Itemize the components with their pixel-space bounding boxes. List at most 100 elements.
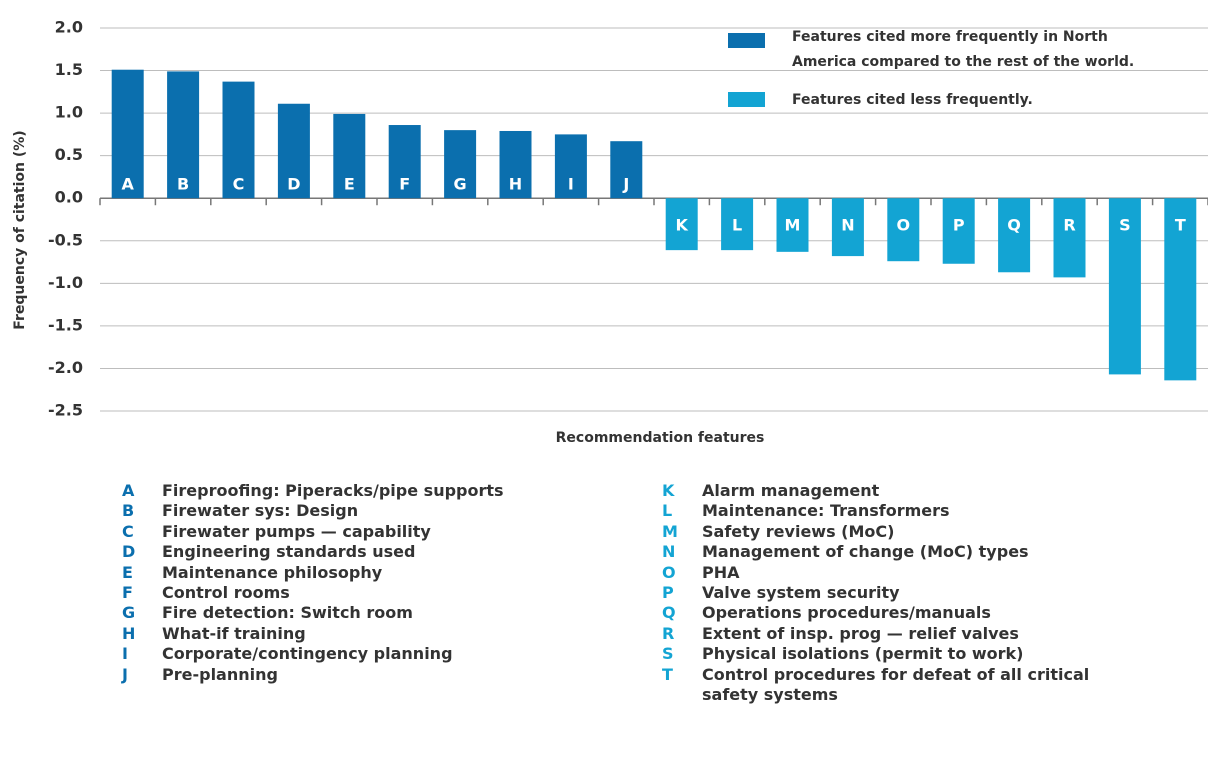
bar [776, 198, 809, 252]
category-label: F [399, 175, 410, 194]
category-label: S [1119, 216, 1131, 235]
key-row: K Alarm management [662, 481, 1162, 501]
key-row: L Maintenance: Transformers [662, 501, 1162, 521]
category-label: D [287, 175, 300, 194]
y-tick-label: 2.0 [55, 18, 83, 37]
key-letter: K [662, 481, 675, 500]
bar [388, 125, 421, 199]
key-row: B Firewater sys: Design [122, 501, 582, 521]
legend-swatch [728, 92, 765, 107]
bar [333, 113, 366, 199]
key-description: Pre-planning [162, 664, 278, 684]
key-description: Safety reviews (MoC) [702, 521, 895, 541]
bar [444, 130, 477, 199]
category-label: C [233, 175, 245, 194]
key-description: Firewater sys: Design [162, 501, 359, 521]
key-description: Control procedures for defeat of all cri… [702, 664, 1090, 705]
legend-swatch [728, 33, 765, 48]
bar [610, 141, 643, 199]
key-description: Fire detection: Switch room [162, 603, 413, 623]
key-letter: L [662, 501, 673, 521]
category-label: I [568, 175, 574, 194]
category-label: R [1063, 216, 1075, 235]
bar [1164, 198, 1197, 381]
y-tick-label: 1.0 [55, 103, 83, 122]
y-axis-title: Frequency of citation (%) [12, 130, 28, 329]
y-tick-label: 0.5 [55, 145, 83, 164]
key-letter: O [662, 562, 676, 582]
bar [111, 69, 144, 199]
key-letter: R [662, 623, 675, 643]
key-description: Engineering standards used [162, 542, 416, 562]
key-description: Control rooms [162, 583, 290, 603]
x-axis-title: Recommendation features [556, 430, 765, 446]
bar [831, 198, 864, 257]
bar [554, 134, 587, 199]
key-description: Operations procedures/manuals [702, 603, 991, 623]
y-tick-label: -1.5 [48, 315, 83, 334]
bar [887, 198, 920, 262]
key-row: M Safety reviews (MoC) [662, 522, 1162, 542]
y-tick-label: -2.5 [48, 401, 83, 420]
key-row: O PHA [662, 563, 1162, 583]
key-column: A Fireproofing: Piperacks/pipe supports B F… [122, 481, 582, 685]
key-row: R Extent of insp. prog — relief valves [662, 624, 1162, 644]
key-letter: Q [662, 603, 676, 623]
y-tick-label: -2.0 [48, 358, 83, 377]
key-row: I Corporate/contingency planning [122, 644, 582, 664]
y-tick-label: -0.5 [48, 230, 83, 249]
key-description: Fireproofing: Piperacks/pipe supports [162, 481, 504, 500]
key-column: K Alarm management L Maintenance: Transform… [662, 481, 1162, 705]
key-description: Physical isolations (permit to work) [702, 644, 1024, 664]
bar [942, 198, 975, 264]
key-letter: S [662, 644, 674, 664]
bar [1053, 198, 1086, 278]
key-description: Corporate/contingency planning [162, 644, 453, 664]
key-row: Q Operations procedures/manuals [662, 603, 1162, 623]
key-letter: H [122, 623, 136, 643]
key-row: S Physical isolations (permit to work) [662, 644, 1162, 664]
key-description: Alarm management [702, 481, 880, 500]
category-label: P [953, 216, 965, 235]
key-row: A Fireproofing: Piperacks/pipe supports [122, 481, 582, 501]
bar [167, 71, 200, 199]
category-label: Q [1007, 216, 1021, 235]
key-letter: N [662, 542, 676, 562]
key-letter: G [122, 603, 136, 623]
key-description: Maintenance philosophy [162, 562, 383, 582]
key-letter: J [122, 664, 128, 684]
bar [721, 198, 754, 251]
key-letter: M [662, 521, 678, 541]
key-row: C Firewater pumps — capability [122, 522, 582, 542]
bar [277, 103, 310, 199]
key-row: F Control rooms [122, 583, 582, 603]
bar [1108, 198, 1141, 375]
key-row: E Maintenance philosophy [122, 563, 582, 583]
bar [665, 198, 698, 251]
category-label: J [622, 175, 629, 194]
key-row: G Fire detection: Switch room [122, 603, 582, 623]
key-row: H What-if training [122, 624, 582, 644]
key-row: D Engineering standards used [122, 542, 582, 562]
key-description: What-if training [162, 623, 306, 643]
key-letter: E [122, 562, 133, 582]
chart: Frequency of citation (%) Recommendation… [12, 18, 1208, 446]
key-description: Extent of insp. prog — relief valves [702, 623, 1019, 643]
key-row: P Valve system security [662, 583, 1162, 603]
key-letter: A [122, 481, 135, 500]
key-letter: D [122, 542, 136, 562]
y-tick-label: 1.5 [55, 60, 83, 79]
category-label: O [896, 216, 910, 235]
key-description: Valve system security [702, 583, 900, 603]
key-description: PHA [702, 562, 740, 582]
category-label: T [1175, 216, 1186, 235]
category-label: A [122, 175, 135, 194]
key-description: Management of change (MoC) types [702, 542, 1029, 562]
key-row: J Pre-planning [122, 665, 582, 685]
key-row: T Control procedures for defeat of all cr… [662, 665, 1162, 706]
legend-label: Features cited less frequently. [792, 92, 1033, 108]
y-tick-label: -1.0 [48, 273, 83, 292]
category-label: N [841, 216, 854, 235]
key-letter: P [662, 583, 674, 603]
